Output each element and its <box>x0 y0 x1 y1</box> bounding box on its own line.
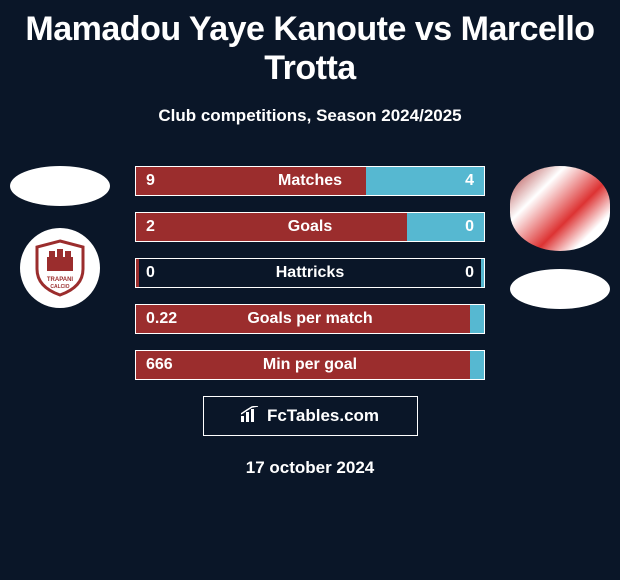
stat-row: 0.22Goals per match <box>135 304 485 334</box>
svg-text:TRAPANI: TRAPANI <box>47 277 74 283</box>
stat-label: Hattricks <box>136 264 484 282</box>
stat-row: 00Hattricks <box>135 258 485 288</box>
right-player-column <box>510 166 610 309</box>
stat-label: Goals <box>136 218 484 236</box>
chart-icon <box>241 406 261 427</box>
comparison-area: TRAPANI CALCIO 94Matches 20Goals 00Hattric… <box>0 166 620 478</box>
page-title: Mamadou Yaye Kanoute vs Marcello Trotta <box>0 0 620 88</box>
right-club-badge-placeholder <box>510 269 610 309</box>
left-club-badge: TRAPANI CALCIO <box>20 228 100 308</box>
left-player-avatar-placeholder <box>10 166 110 206</box>
footer-logo: FcTables.com <box>203 396 418 436</box>
stat-row: 94Matches <box>135 166 485 196</box>
right-player-photo <box>510 166 610 251</box>
stat-row: 666Min per goal <box>135 350 485 380</box>
trapani-badge-icon: TRAPANI CALCIO <box>29 237 91 299</box>
stat-row: 20Goals <box>135 212 485 242</box>
stat-label: Min per goal <box>136 356 484 374</box>
comparison-bars: 94Matches 20Goals 00Hattricks 0.22Goals per… <box>135 166 485 380</box>
svg-text:CALCIO: CALCIO <box>50 284 69 290</box>
stat-label: Matches <box>136 172 484 190</box>
stat-label: Goals per match <box>136 310 484 328</box>
page-subtitle: Club competitions, Season 2024/2025 <box>0 106 620 126</box>
footer-date: 17 october 2024 <box>0 458 620 478</box>
footer-logo-text: FcTables.com <box>267 406 379 426</box>
left-player-column: TRAPANI CALCIO <box>10 166 110 308</box>
